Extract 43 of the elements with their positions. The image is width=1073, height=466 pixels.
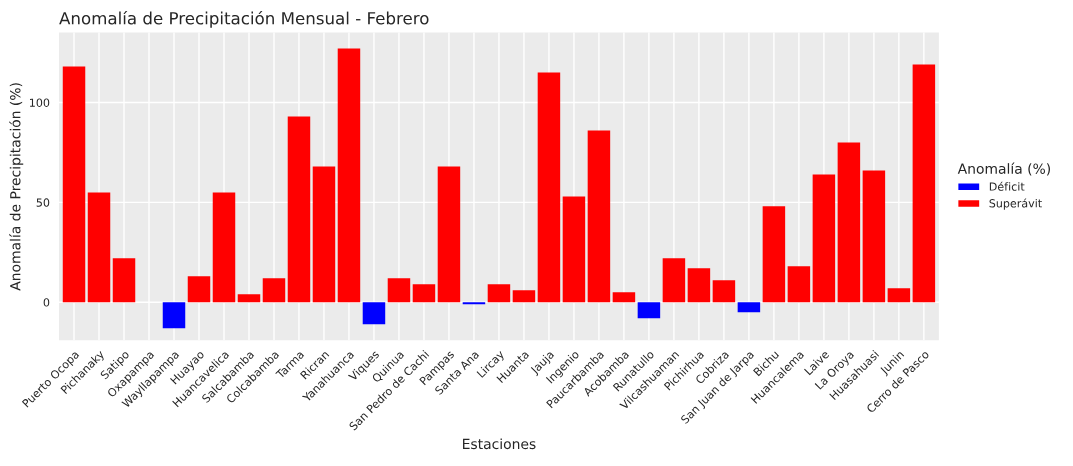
bar bbox=[837, 142, 861, 303]
bar bbox=[312, 166, 336, 303]
bar bbox=[87, 192, 111, 303]
bar bbox=[812, 174, 836, 303]
bar bbox=[887, 288, 911, 303]
bar bbox=[362, 302, 386, 325]
bar bbox=[412, 284, 436, 303]
bar bbox=[662, 258, 686, 303]
bar bbox=[637, 302, 661, 319]
y-axis-title: Anomalía de Precipitación (%) bbox=[9, 83, 24, 291]
bar bbox=[337, 48, 361, 303]
bar bbox=[287, 116, 311, 303]
chart-title: Anomalía de Precipitación Mensual - Febrero bbox=[59, 10, 429, 28]
legend-title: Anomalía (%) bbox=[957, 162, 1050, 176]
bar bbox=[587, 130, 611, 303]
bar bbox=[62, 66, 86, 303]
bar bbox=[862, 170, 886, 303]
bar bbox=[387, 278, 411, 303]
bar bbox=[187, 276, 211, 303]
bar bbox=[237, 294, 261, 303]
bar bbox=[462, 302, 486, 305]
bar bbox=[762, 206, 786, 303]
bar bbox=[912, 64, 936, 303]
bar bbox=[162, 302, 186, 329]
bar bbox=[737, 302, 761, 313]
bar bbox=[712, 280, 736, 303]
bar bbox=[212, 192, 236, 303]
bar bbox=[787, 266, 811, 303]
bar bbox=[437, 166, 461, 303]
y-tick-label: 50 bbox=[36, 198, 50, 207]
legend-label: Superávit bbox=[989, 198, 1042, 210]
bar bbox=[487, 284, 511, 303]
y-tick-label: 0 bbox=[43, 298, 50, 307]
x-axis-title: Estaciones bbox=[463, 438, 536, 450]
bar bbox=[612, 292, 636, 303]
bar bbox=[537, 72, 561, 303]
y-tick-label: 100 bbox=[30, 98, 50, 107]
bar bbox=[262, 278, 286, 303]
bar bbox=[512, 290, 536, 303]
bar bbox=[687, 268, 711, 303]
bar bbox=[112, 258, 136, 303]
legend-label: Déficit bbox=[989, 181, 1025, 191]
bar bbox=[562, 196, 586, 303]
